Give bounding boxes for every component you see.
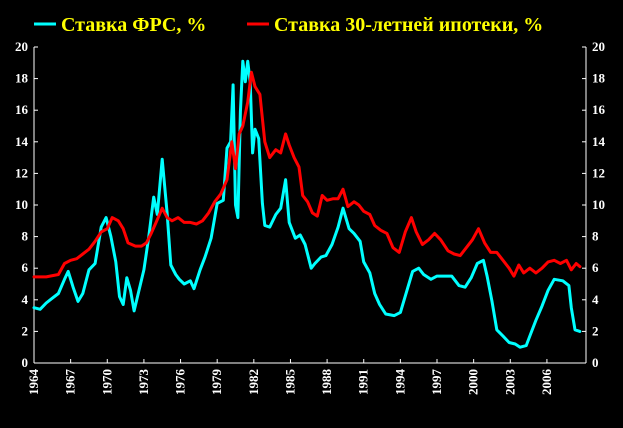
y-tick-label-left: 20 [15, 39, 28, 54]
series-line-mortgage-rate [32, 70, 582, 279]
y-tick-label-left: 14 [15, 134, 29, 149]
y-tick-label-right: 14 [592, 134, 606, 149]
x-tick-label: 1988 [319, 369, 334, 396]
y-tick-label-right: 6 [592, 260, 599, 275]
series-line-fed-rate [32, 59, 582, 349]
legend-item-fed-rate: Ставка ФРС, % [34, 14, 206, 36]
y-tick-label-left: 6 [22, 260, 29, 275]
x-tick-label: 1973 [136, 369, 151, 396]
x-tick-label: 1997 [429, 369, 444, 396]
y-tick-label-right: 0 [592, 355, 599, 370]
y-tick-label-right: 2 [592, 323, 599, 338]
y-tick-label-left: 4 [22, 292, 29, 307]
y-tick-label-left: 0 [22, 355, 29, 370]
x-tick-label: 1994 [392, 369, 407, 396]
y-tick-label-left: 12 [15, 165, 28, 180]
x-tick-label: 2006 [539, 369, 554, 396]
y-tick-label-left: 16 [15, 102, 29, 117]
x-tick-label: 2003 [502, 369, 517, 396]
y-tick-label-right: 8 [592, 229, 599, 244]
x-tick-label: 1970 [99, 369, 114, 395]
x-tick-label: 1976 [173, 369, 188, 396]
x-tick-label: 1991 [356, 369, 371, 395]
legend-label-mortgage-rate: Ставка 30-летней ипотеки, % [274, 14, 543, 36]
y-tick-label-right: 4 [592, 292, 599, 307]
y-tick-label-left: 8 [22, 229, 29, 244]
legend: Ставка ФРС, % Ставка 30-летней ипотеки, … [34, 14, 543, 36]
legend-label-fed-rate: Ставка ФРС, % [61, 14, 206, 36]
y-tick-label-right: 20 [592, 39, 605, 54]
plot-area: 0 0 2 2 4 4 6 6 8 8 10 10 12 12 14 14 16 16 18 18 20 20 1964 19… [15, 39, 606, 395]
y-tick-label-right: 18 [592, 71, 606, 86]
y-tick-label-left: 2 [22, 323, 29, 338]
y-tick-label-left: 18 [15, 71, 29, 86]
x-tick-label: 2000 [466, 369, 481, 395]
y-tick-label-right: 16 [592, 102, 606, 117]
y-tick-label-right: 12 [592, 165, 605, 180]
y-tick-label-right: 10 [592, 197, 605, 212]
x-tick-label: 1967 [63, 369, 78, 396]
x-tick-label: 1964 [26, 369, 41, 396]
x-tick-label: 1979 [209, 369, 224, 396]
y-tick-label-left: 10 [15, 197, 28, 212]
x-tick-label: 1982 [246, 369, 261, 395]
legend-item-mortgage-rate: Ставка 30-летней ипотеки, % [247, 14, 543, 36]
x-tick-label: 1985 [282, 369, 297, 396]
